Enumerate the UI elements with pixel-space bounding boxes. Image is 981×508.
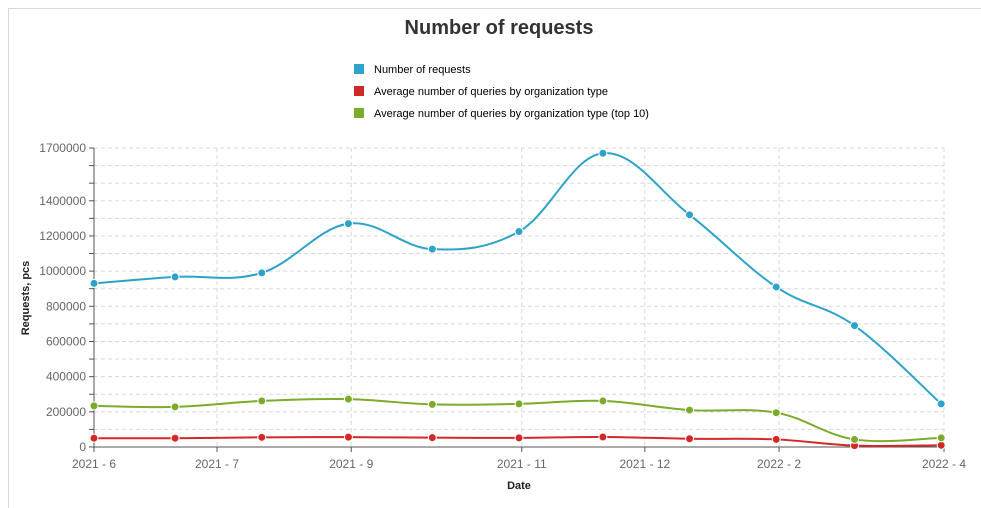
y-tick-label: 600000 [46, 334, 86, 348]
data-point [685, 210, 695, 220]
data-point [427, 244, 437, 254]
x-tick-label: 2021 - 9 [329, 457, 373, 471]
y-tick-label: 1200000 [39, 229, 86, 243]
chart-legend: Number of requests Average number of quer… [354, 64, 649, 120]
data-point [514, 399, 524, 409]
y-tick-label: 400000 [46, 370, 86, 384]
x-tick-label: 2021 - 12 [619, 457, 670, 471]
data-point [343, 432, 353, 442]
data-point [685, 434, 695, 444]
data-point [89, 433, 99, 443]
data-point [685, 405, 695, 415]
chart-title: Number of requests [405, 17, 594, 39]
data-point [427, 399, 437, 409]
y-tick-label: 1700000 [39, 141, 86, 155]
data-point [771, 434, 781, 444]
legend-swatch [354, 64, 364, 74]
data-point [514, 433, 524, 443]
legend-label: Average number of queries by organizatio… [374, 108, 649, 120]
data-point [257, 432, 267, 442]
y-axis-title: Requests, pcs [20, 261, 32, 336]
y-tick-label: 200000 [46, 405, 86, 419]
data-point [936, 440, 946, 450]
data-point [257, 268, 267, 278]
chart-panel [8, 8, 981, 508]
data-point [89, 401, 99, 411]
x-tick-label: 2021 - 6 [72, 457, 116, 471]
x-axis-title: Date [507, 480, 531, 492]
x-tick-label: 2022 - 2 [757, 457, 801, 471]
data-point [343, 219, 353, 229]
data-point [170, 402, 180, 412]
data-point [343, 394, 353, 404]
data-point [170, 272, 180, 282]
data-point [850, 321, 860, 331]
axes: 0 200000 400000 600000 800000 1000000 1200000 1… [39, 141, 966, 471]
data-point [427, 433, 437, 443]
data-point [771, 408, 781, 418]
data-point [514, 227, 524, 237]
data-point [598, 148, 608, 158]
data-point [598, 396, 608, 406]
y-tick-label: 1000000 [39, 264, 86, 278]
legend-label: Number of requests [374, 64, 471, 76]
grid-lines [93, 147, 945, 447]
data-point [936, 399, 946, 409]
y-tick-label: 800000 [46, 299, 86, 313]
legend-label: Average number of queries by organizatio… [374, 86, 608, 98]
y-tick-label: 0 [79, 440, 86, 454]
data-point [257, 396, 267, 406]
series-line-1 [93, 152, 942, 405]
y-tick-label: 1400000 [39, 194, 86, 208]
legend-swatch [354, 108, 364, 118]
data-point [936, 433, 946, 443]
legend-swatch [354, 86, 364, 96]
data-point [850, 434, 860, 444]
x-tick-label: 2021 - 11 [497, 457, 547, 471]
data-point [170, 433, 180, 443]
data-point [771, 282, 781, 292]
x-tick-label: 2022 - 4 [922, 457, 966, 471]
series-layer [89, 148, 946, 451]
x-tick-label: 2021 - 7 [195, 457, 239, 471]
data-point [89, 278, 99, 288]
data-point [598, 432, 608, 442]
